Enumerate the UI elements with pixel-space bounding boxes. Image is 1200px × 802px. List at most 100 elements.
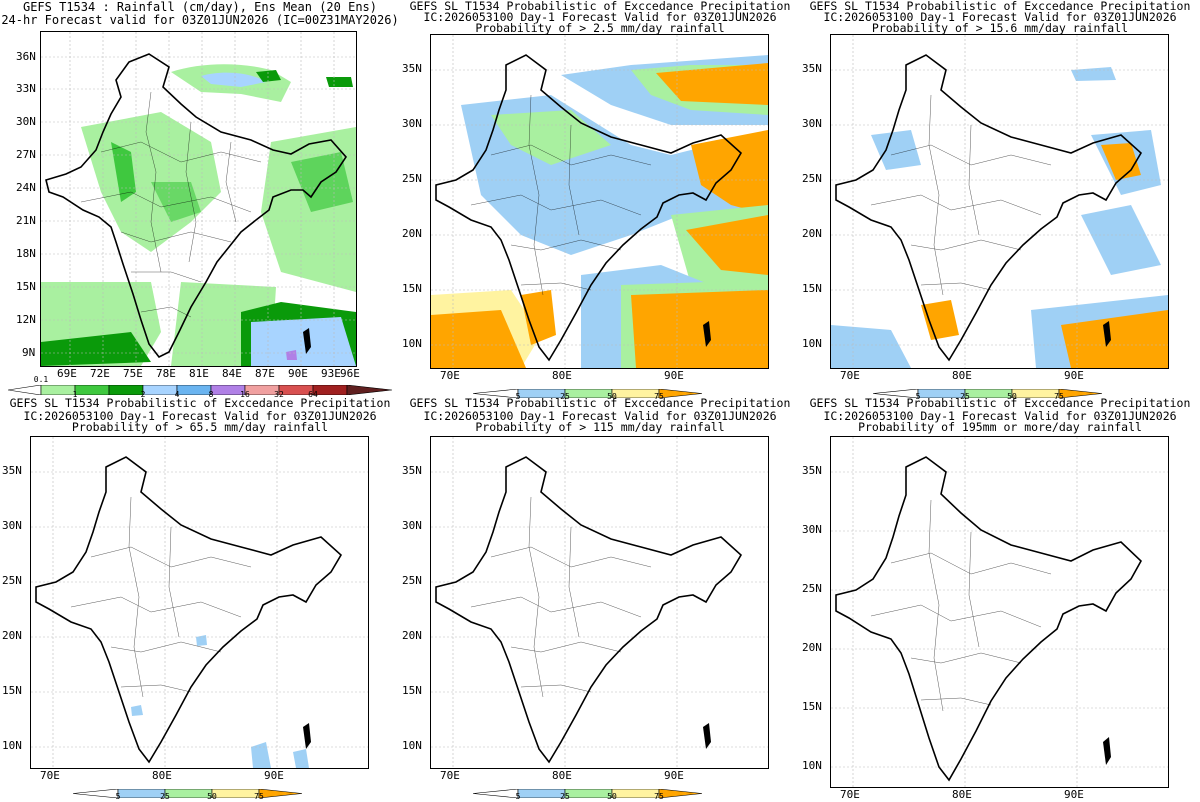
y-tick-label: 30N [16,115,36,128]
y-tick-label: 21N [16,214,36,227]
x-tick-label: 90E [1064,369,1084,382]
legend-label: 25 [560,792,570,801]
legend-label: 0.1 [33,375,49,384]
y-tick-label: 10N [802,759,822,772]
legend-colorbar: 5 25 50 75 [72,783,303,801]
x-tick-label: 70E [40,769,60,782]
legend-label: 75 [654,392,664,401]
map-prob-15p6 [830,34,1169,369]
y-tick-label: 35N [802,464,822,477]
legend-swatches [472,788,703,799]
legend-colorbar: 5 25 50 75 [472,783,703,801]
map-canvas [41,32,356,366]
x-tick-label: 70E [440,369,460,382]
y-tick-label: 15N [802,700,822,713]
y-tick-label: 30N [802,117,822,130]
legend-label: 75 [1054,392,1064,401]
y-tick-label: 35N [2,464,22,477]
panel-title-line-1: GEFS SL T1534 Probabilistic of Exccedanc… [809,396,1191,410]
x-tick-label: 80E [152,769,172,782]
panel-prob-195: GEFS SL T1534 Probabilistic of Exccedanc… [800,396,1200,801]
x-tick-label: 90E [1064,788,1084,801]
y-tick-label: 36N [16,50,36,63]
y-tick-label: 18N [16,247,36,260]
panel-prob-2p5: GEFS SL T1534 Probabilistic of Exccedanc… [400,0,800,401]
panel-title-line-3: Probability of > 115 mm/day rainfall [475,420,725,434]
panel-title-line-3: Probability of 195mm or more/day rainfal… [858,420,1142,434]
y-tick-label: 9N [22,346,36,359]
legend-label: 16 [240,390,250,399]
y-tick-label: 10N [2,739,22,752]
map-canvas [431,35,768,368]
map-prob-115 [430,436,769,769]
y-tick-label: 35N [802,62,822,75]
x-tick-label: 87E [255,367,275,380]
x-tick-label: 90E [664,369,684,382]
legend-label: 50 [207,792,217,801]
y-tick-label: 15N [16,280,36,293]
x-tick-label: 80E [552,769,572,782]
legend-label: 5 [515,392,521,401]
map-canvas [831,437,1168,787]
y-tick-label: 25N [402,172,422,185]
y-tick-label: 20N [802,227,822,240]
legend-label: 50 [1007,392,1017,401]
map-canvas [431,437,768,768]
panel-title-line-1: GEFS T1534 : Rainfall (cm/day), Ens Mean… [22,0,377,14]
y-tick-label: 12N [16,313,36,326]
legend-swatches [72,788,303,799]
panel-title-line-1: GEFS SL T1534 Probabilistic of Exccedanc… [409,396,791,410]
panel-prob-65p5: GEFS SL T1534 Probabilistic of Exccedanc… [0,396,400,801]
x-tick-label: 80E [552,369,572,382]
legend-label: 50 [607,392,617,401]
x-tick-label: 70E [840,369,860,382]
panel-title-line-1: GEFS SL T1534 Probabilistic of Exccedanc… [409,0,791,13]
y-tick-label: 20N [402,629,422,642]
panel-title-line-1: GEFS SL T1534 Probabilistic of Exccedanc… [9,396,391,410]
legend-label: 25 [560,392,570,401]
x-tick-label: 90E [288,367,308,380]
x-tick-label: 96E [340,367,360,380]
legend-label: 32 [274,390,284,399]
x-tick-label: 78E [156,367,176,380]
y-tick-label: 25N [402,574,422,587]
y-tick-label: 20N [402,227,422,240]
panel-title-line-3: Probability of > 2.5 mm/day rainfall [475,21,725,35]
panel-title-line-2: IC:2026053100 Day-1 Forecast Valid for 0… [823,409,1177,423]
legend-label: 50 [607,792,617,801]
map-prob-2p5 [430,34,769,369]
legend-colorbar: 0.1 1 2 4 8 16 32 64 [7,376,393,400]
y-tick-label: 35N [402,464,422,477]
y-tick-label: 10N [802,337,822,350]
x-tick-label: 75E [123,367,143,380]
panel-prob-15p6: GEFS SL T1534 Probabilistic of Exccedanc… [800,0,1200,401]
panel-ens-mean: GEFS T1534 : Rainfall (cm/day), Ens Mean… [0,0,400,400]
x-tick-label: 72E [90,367,110,380]
legend-swatches [472,388,703,399]
y-tick-label: 10N [402,739,422,752]
y-tick-label: 25N [2,574,22,587]
panel-title-line-2: IC:2026053100 Day-1 Forecast Valid for 0… [423,409,777,423]
x-tick-label: 93E [321,367,341,380]
panel-title-line-2: IC:2026053100 Day-1 Forecast Valid for 0… [423,10,777,24]
y-tick-label: 15N [402,282,422,295]
legend-label: 75 [254,792,264,801]
x-tick-label: 70E [840,788,860,801]
x-tick-label: 80E [952,369,972,382]
legend-label: 1 [72,390,78,399]
legend-label: 25 [960,392,970,401]
legend-colorbar: 5 25 50 75 [472,383,703,401]
y-tick-label: 24N [16,181,36,194]
legend-label: 64 [308,390,318,399]
legend-label: 4 [174,390,180,399]
y-tick-label: 25N [802,172,822,185]
y-tick-label: 10N [402,337,422,350]
map-prob-65p5 [30,436,369,769]
legend-label: 2 [140,390,146,399]
panel-title-line-3: Probability of > 65.5 mm/day rainfall [71,420,329,434]
panel-title-line-2: IC:2026053100 Day-1 Forecast Valid for 0… [23,409,377,423]
legend-label: 8 [208,390,214,399]
y-tick-label: 30N [2,519,22,532]
panel-title-line-1: GEFS SL T1534 Probabilistic of Exccedanc… [809,0,1191,13]
x-tick-label: 80E [952,788,972,801]
